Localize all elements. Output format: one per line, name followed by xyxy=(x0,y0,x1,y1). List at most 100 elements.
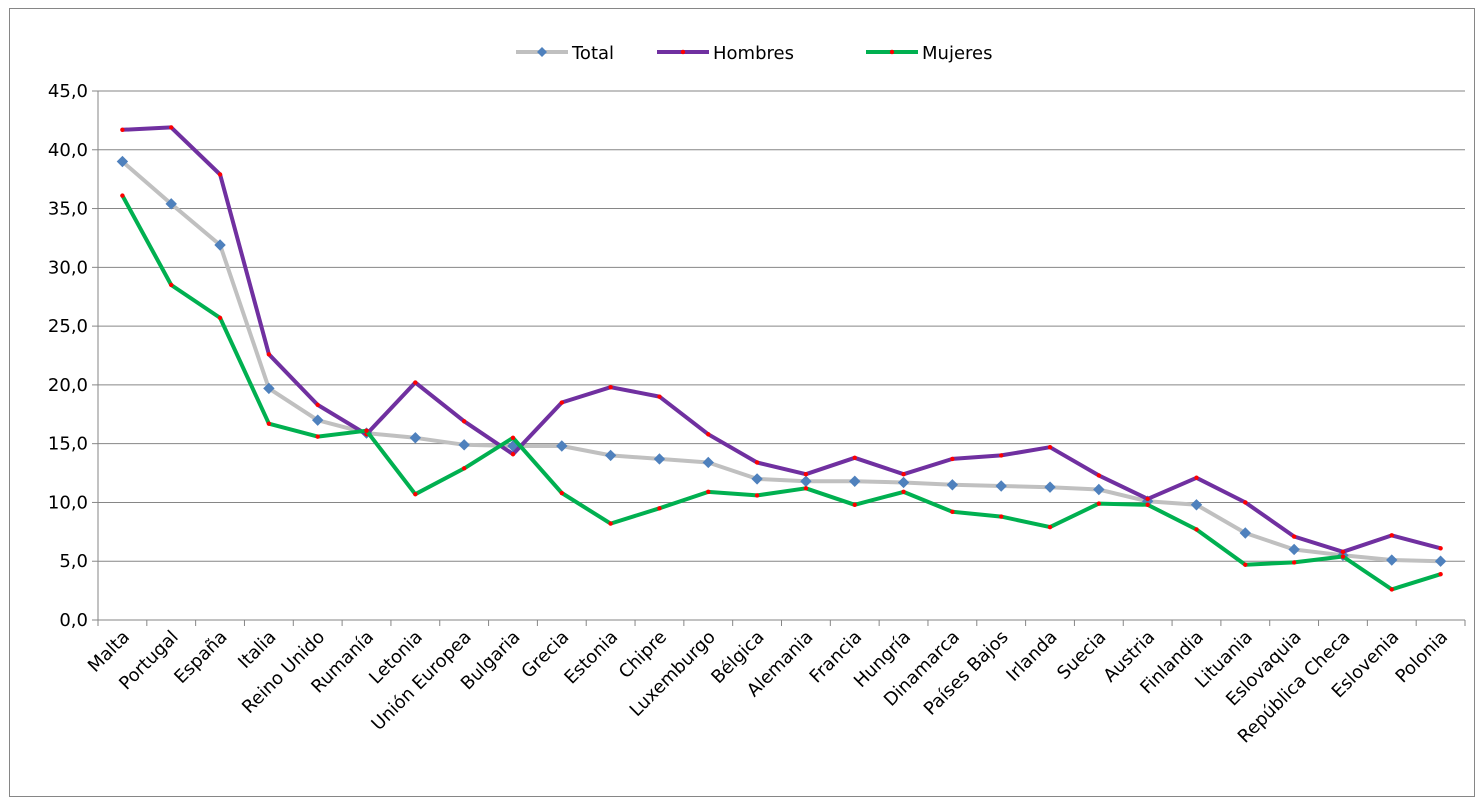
series-layer xyxy=(116,125,1447,592)
legend-item-mujeres: Mujeres xyxy=(866,43,992,64)
legend-marker xyxy=(889,49,895,55)
y-tick-label: 15,0 xyxy=(48,434,88,455)
data-point xyxy=(263,382,275,395)
y-tick-label: 40,0 xyxy=(48,140,88,161)
data-point xyxy=(706,489,711,495)
series-line xyxy=(120,125,1443,554)
data-point xyxy=(458,439,470,451)
legend-marker xyxy=(537,47,547,57)
data-point xyxy=(1190,499,1203,511)
data-point xyxy=(946,479,959,491)
series-line xyxy=(120,193,1443,592)
legend-item-hombres: Hombres xyxy=(657,43,794,64)
data-point xyxy=(1291,534,1297,539)
data-point xyxy=(950,456,955,462)
grid xyxy=(92,90,1465,621)
data-point xyxy=(800,475,812,487)
data-point xyxy=(604,449,617,462)
series-hombres xyxy=(120,125,1443,555)
x-category-label: Estonia xyxy=(560,627,622,689)
data-point xyxy=(217,172,223,177)
data-point xyxy=(266,352,272,357)
data-point xyxy=(803,472,809,477)
data-point xyxy=(706,432,711,437)
data-point xyxy=(653,453,666,465)
data-point xyxy=(751,473,763,485)
data-point xyxy=(311,414,324,426)
legend-label: Total xyxy=(571,43,614,64)
data-point xyxy=(901,472,906,477)
data-point xyxy=(413,492,418,497)
data-point xyxy=(510,435,516,440)
axes xyxy=(97,91,1466,626)
data-point xyxy=(461,419,467,424)
data-point xyxy=(315,434,320,439)
data-point xyxy=(754,460,760,465)
data-point xyxy=(266,421,272,426)
data-point xyxy=(461,466,467,471)
data-point xyxy=(169,125,174,130)
data-point xyxy=(1386,554,1398,566)
y-tick-label: 20,0 xyxy=(48,375,88,396)
data-point xyxy=(995,480,1007,492)
data-point xyxy=(950,509,955,515)
chart-frame xyxy=(9,8,1475,797)
data-point xyxy=(1243,500,1248,505)
data-point xyxy=(1340,549,1346,555)
data-point xyxy=(116,155,129,168)
data-point xyxy=(1389,587,1394,592)
legend-item-total: Total xyxy=(516,43,614,64)
data-point xyxy=(559,400,565,405)
data-point xyxy=(998,514,1004,519)
x-category-label: Luxemburgo xyxy=(626,627,720,721)
data-point xyxy=(852,455,857,460)
data-point xyxy=(364,428,369,433)
y-tick-label: 45,0 xyxy=(48,81,88,102)
y-tick-label: 10,0 xyxy=(48,492,88,513)
y-tick-label: 35,0 xyxy=(48,199,88,220)
data-point xyxy=(1288,543,1300,556)
data-point xyxy=(897,476,910,489)
data-point xyxy=(1243,562,1248,567)
data-point xyxy=(1194,527,1199,532)
series-line xyxy=(120,159,1443,564)
data-point xyxy=(1239,527,1252,539)
data-point xyxy=(901,489,906,495)
data-point xyxy=(1434,555,1447,567)
x-category-label: España xyxy=(170,627,231,688)
legend: Total Hombres Mujeres xyxy=(516,43,992,64)
x-category-label: Irlanda xyxy=(1002,627,1061,686)
data-point xyxy=(1438,571,1443,577)
data-point xyxy=(657,394,662,399)
data-point xyxy=(803,486,809,491)
data-point xyxy=(1145,502,1150,507)
data-point xyxy=(1047,524,1053,530)
data-point xyxy=(409,432,422,444)
data-point xyxy=(1044,481,1056,493)
data-point xyxy=(413,380,418,385)
data-point xyxy=(1096,473,1102,478)
data-point xyxy=(214,239,226,251)
data-point xyxy=(754,493,760,498)
data-point xyxy=(1438,546,1443,551)
data-point xyxy=(169,282,174,288)
y-tick-label: 0,0 xyxy=(59,610,88,631)
y-tick-label: 5,0 xyxy=(59,551,88,572)
data-point xyxy=(852,502,857,507)
legend-marker xyxy=(680,49,686,55)
y-axis-labels: 0,0 5,0 10,0 15,0 20,0 25,0 30,0 35,0 40,0 45,0 xyxy=(48,81,88,631)
data-point xyxy=(1096,501,1102,506)
data-point xyxy=(165,198,177,210)
data-point xyxy=(1145,496,1150,502)
x-category-label: Polonia xyxy=(1392,627,1453,688)
data-point xyxy=(120,127,125,132)
y-tick-label: 30,0 xyxy=(48,257,88,278)
data-point xyxy=(702,456,714,469)
data-point xyxy=(657,506,662,511)
legend-label: Mujeres xyxy=(922,43,992,64)
data-point xyxy=(1194,475,1199,480)
data-point xyxy=(510,452,516,457)
data-point xyxy=(849,475,861,487)
